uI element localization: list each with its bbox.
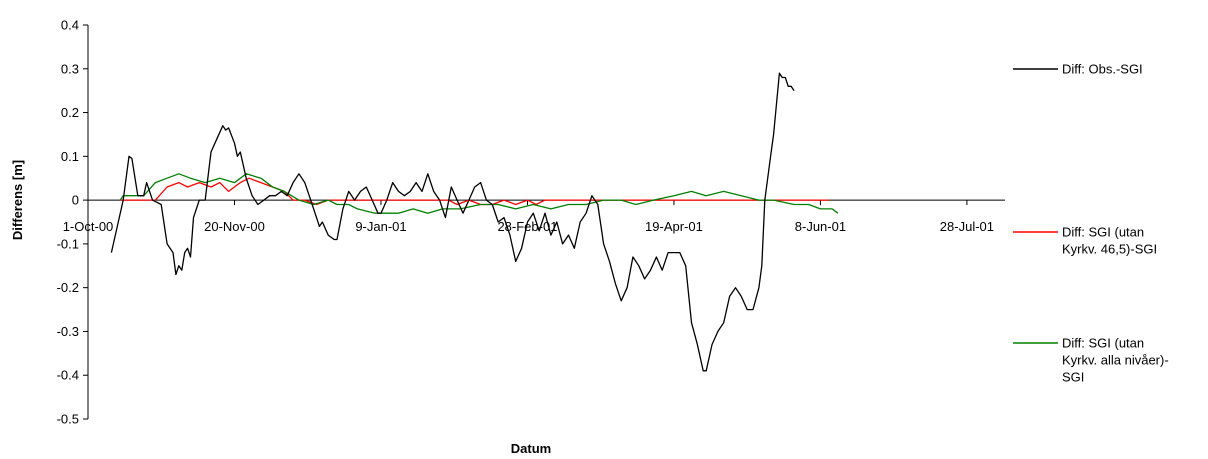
y-tick-label: -0.5 xyxy=(57,412,79,427)
y-tick-label: 0.1 xyxy=(61,149,79,164)
legend-label: Kyrkv. alla nivåer)- xyxy=(1062,353,1169,368)
y-tick-label: 0 xyxy=(72,193,79,208)
x-tick-label: 8-Jun-01 xyxy=(795,219,846,234)
x-axis-title: Datum xyxy=(511,441,551,456)
y-tick-label: -0.3 xyxy=(57,324,79,339)
x-tick-label: 20-Nov-00 xyxy=(204,219,265,234)
y-tick-label: 0.3 xyxy=(61,61,79,76)
y-tick-label: -0.4 xyxy=(57,368,79,383)
y-axis-title: Differens [m] xyxy=(10,160,25,240)
x-tick-label: 28-Jul-01 xyxy=(940,219,994,234)
x-tick-label: 19-Apr-01 xyxy=(645,219,703,234)
legend-label: Diff: Obs.-SGI xyxy=(1062,62,1143,77)
y-tick-label: -0.1 xyxy=(57,236,79,251)
legend-item-1: Diff: Obs.-SGI xyxy=(1013,62,1143,77)
x-tick-label: 9-Jan-01 xyxy=(355,219,406,234)
legend-label: Kyrkv. 46,5)-SGI xyxy=(1062,242,1157,257)
y-tick-label: 0.2 xyxy=(61,105,79,120)
legend-label: Diff: SGI (utan xyxy=(1062,336,1144,351)
series-lines xyxy=(110,72,839,372)
y-tick-label: 0.4 xyxy=(61,18,79,33)
series-line-2 xyxy=(120,177,830,206)
y-tick-label: -0.2 xyxy=(57,280,79,295)
legend-label: Diff: SGI (utan xyxy=(1062,225,1144,240)
series-line-1 xyxy=(110,72,795,372)
x-tick-label: 1-Oct-00 xyxy=(63,219,114,234)
y-axis: 0.4 0.3 0.2 0.1 0 -0.1 -0.2 -0.3 -0.4 -0.5 xyxy=(57,18,89,427)
legend-item-3: Diff: SGI (utan Kyrkv. alla nivåer)- SGI xyxy=(1013,336,1169,385)
legend-label: SGI xyxy=(1062,370,1084,385)
legend-item-2: Diff: SGI (utan Kyrkv. 46,5)-SGI xyxy=(1013,225,1157,257)
series-line-3 xyxy=(119,173,839,214)
legend: Diff: Obs.-SGI Diff: SGI (utan Kyrkv. 46,5… xyxy=(1013,62,1169,385)
